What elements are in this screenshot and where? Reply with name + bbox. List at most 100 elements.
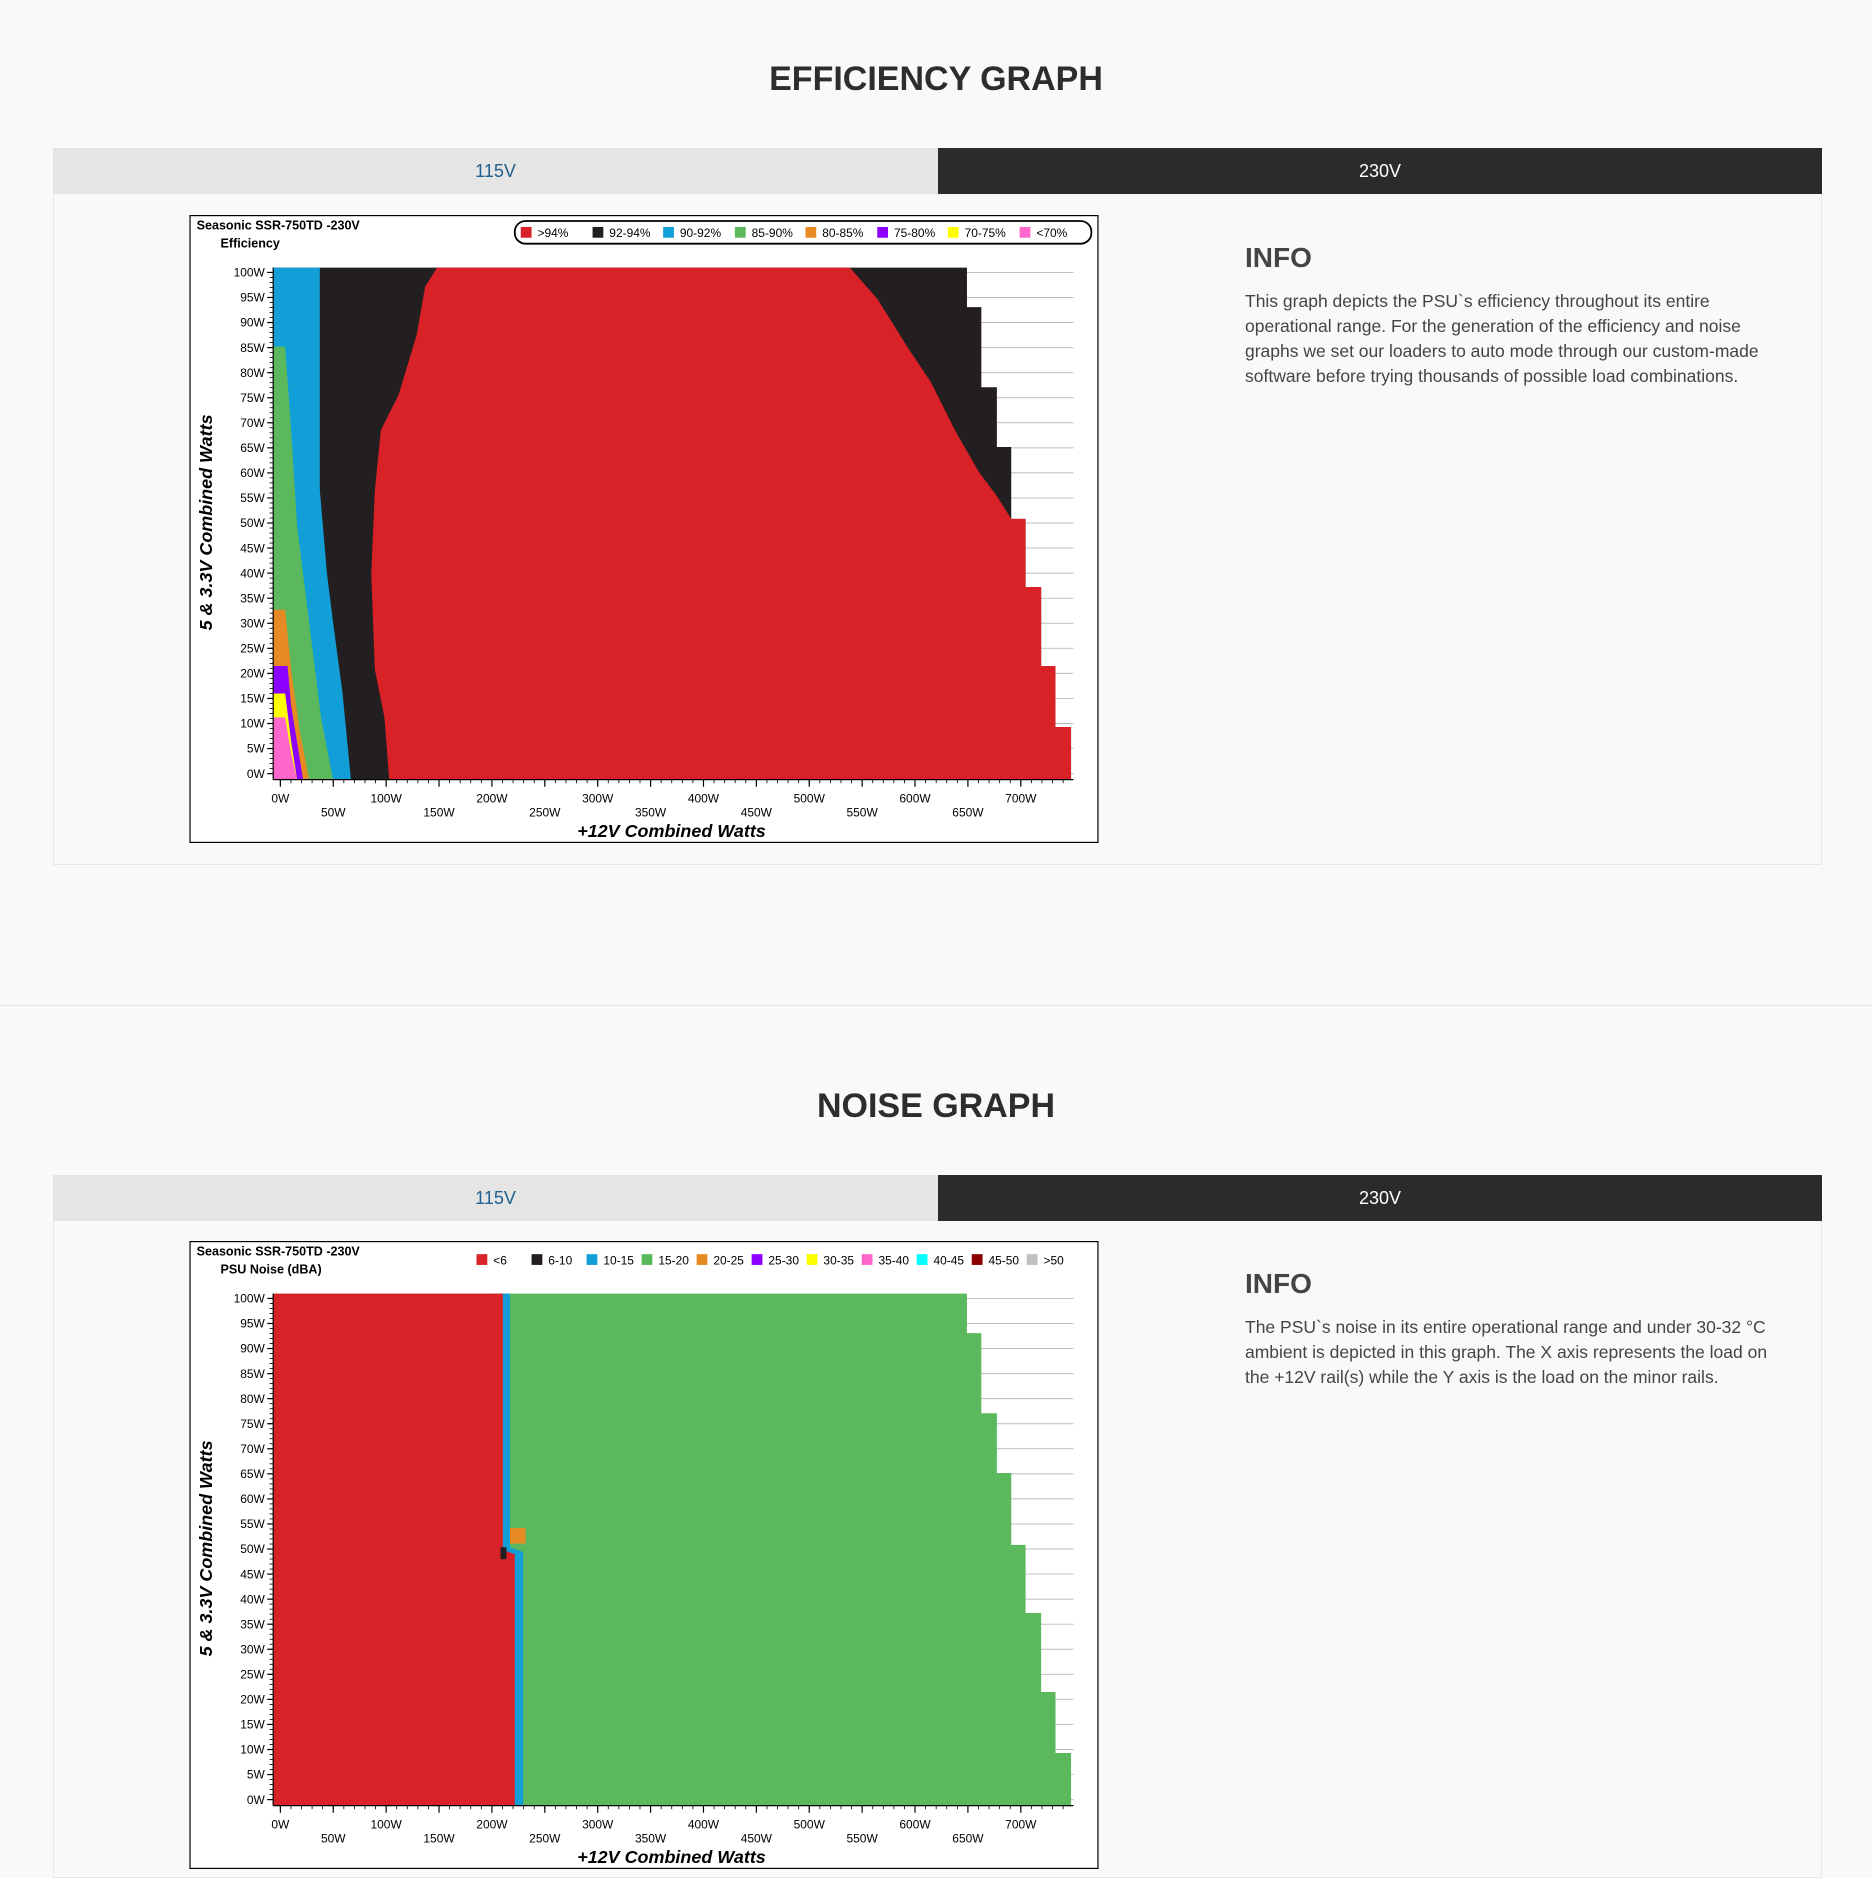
y-tick-label: 55W [240,1517,265,1531]
legend-swatch [1019,226,1031,238]
y-tick-label: 60W [240,1492,265,1506]
chart: 100W 95W 90W 85W 80W 75W 70W 65W 60W 55W 50W 45W 40W… [189,1241,1099,1869]
region [273,717,298,780]
x-axis-label: +12V Combined Watts [577,821,766,841]
x-tick-label: 150W [423,1832,455,1846]
y-tick-label: 10W [240,717,265,731]
x-tick-label: 350W [635,1832,667,1846]
y-tick-label: 10W [240,1743,265,1757]
legend-swatch [663,226,674,238]
legend-swatch [520,226,532,238]
x-tick-label: 650W [952,1832,984,1846]
y-tick-label: 20W [240,667,265,681]
legend-swatch [947,226,959,238]
legend-swatch [877,226,889,238]
y-tick-label: 45W [240,541,265,555]
legend-swatch [861,1254,873,1265]
y-tick-label: 50W [240,516,265,530]
legend-label: 20-25 [713,1253,744,1267]
x-tick-label: 0W [271,1817,290,1831]
y-tick-label: 5W [247,742,266,756]
y-tick-label: 5W [247,1768,266,1782]
y-tick-label: 25W [240,642,265,656]
x-tick-label: 50W [321,806,346,820]
tab[interactable]: 230V [938,148,1822,194]
x-tick-label: 250W [529,1832,561,1846]
y-axis-label: 5 & 3.3V Combined Watts [196,1440,216,1656]
y-tick-label: 30W [240,1642,265,1656]
legend-swatch [586,1254,598,1265]
tab[interactable]: 115V [53,1175,938,1221]
chart: 100W 95W 90W 85W 80W 75W 70W 65W 60W 55W 50W 45W 40W… [189,215,1099,843]
y-tick-label: 80W [240,1392,265,1406]
x-tick-label: 550W [847,1832,879,1846]
legend-box [513,220,1093,245]
info-text: The PSU`s noise in its entire operationa… [1245,1317,1768,1387]
legend-label: 35-40 [878,1253,909,1267]
legend-label: 70-75% [965,226,1007,240]
y-tick-label: 65W [240,441,265,455]
y-tick-label: 95W [240,291,265,305]
y-tick-label: 35W [240,591,265,605]
chart-subtitle: Efficiency [221,236,280,250]
y-tick-label: 20W [240,1693,265,1707]
legend-swatch [641,1254,653,1265]
y-tick-label: 40W [240,1592,265,1606]
y-tick-label: 85W [240,1367,265,1381]
x-tick-label: 300W [582,1817,614,1831]
legend-swatch [805,226,817,238]
x-tick-label: 400W [688,791,720,805]
region [371,267,1072,780]
section-title: NOISE GRAPH [816,1087,1056,1125]
legend-label: 10-15 [603,1253,634,1267]
legend-swatch [1026,1254,1038,1265]
y-tick-label: 15W [240,1718,265,1732]
legend-swatch [734,226,746,238]
y-tick-label: 45W [240,1567,265,1581]
y-tick-label: 90W [240,316,265,330]
legend-label: <70% [1036,226,1067,240]
y-axis-label: 5 & 3.3V Combined Watts [196,414,216,630]
y-tick-label: 25W [240,1668,265,1682]
tab[interactable]: 115V [53,148,938,194]
x-tick-label: 700W [1005,791,1037,805]
x-tick-label: 600W [899,1817,931,1831]
legend-swatch [531,1254,543,1265]
y-tick-label: 80W [240,366,265,380]
y-tick-label: 75W [240,391,265,405]
y-tick-label: 75W [240,1417,265,1431]
y-tick-label: 70W [240,1442,265,1456]
legend-label: >94% [538,226,569,240]
legend-label: 25-30 [768,1253,799,1267]
y-tick-label: 60W [240,466,265,480]
legend-label: 30-35 [823,1253,854,1267]
y-tick-label: 85W [240,341,265,355]
chart-title: Seasonic SSR-750TD -230V [197,1244,361,1258]
y-tick-label: 15W [240,692,265,706]
x-tick-label: 50W [321,1832,346,1846]
tab[interactable]: 230V [938,1175,1822,1221]
legend-label: 15-20 [658,1253,689,1267]
y-tick-label: 90W [240,1342,265,1356]
y-tick-label: 30W [240,616,265,630]
y-tick-label: 100W [234,266,266,280]
x-tick-label: 250W [529,806,561,820]
x-tick-label: 200W [476,791,508,805]
legend-label: <6 [493,1253,507,1267]
info-text: This graph depicts the PSU`s efficiency … [1245,291,1759,386]
legend-label: 90-92% [680,226,722,240]
info-heading: INFO [1245,242,1312,273]
y-tick-label: 65W [240,1467,265,1481]
x-tick-label: 100W [371,791,403,805]
region [500,1547,507,1560]
y-tick-label: 95W [240,1317,265,1331]
legend-label: 45-50 [989,1253,1020,1267]
legend-swatch [696,1254,708,1265]
legend-swatch [751,1254,763,1265]
legend-label: 6-10 [548,1253,572,1267]
x-tick-label: 0W [271,791,290,805]
x-tick-label: 100W [371,1817,403,1831]
divider [0,1005,1872,1006]
legend-label: 85-90% [752,226,794,240]
legend-swatch [916,1254,928,1265]
